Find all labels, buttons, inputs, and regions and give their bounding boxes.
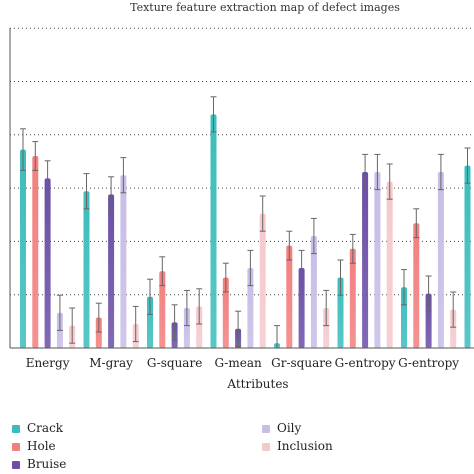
bar-crack-6 [401, 269, 407, 348]
bar-rect [437, 172, 444, 348]
bar-inclusion-0 [69, 307, 76, 348]
bar-rect [247, 268, 254, 348]
x-tick-label: G-entropy [335, 356, 396, 370]
bar-crack-4 [274, 325, 280, 349]
bar-inclusion-2 [196, 288, 203, 348]
bar-rect [95, 317, 102, 348]
x-tick-label: G-square [147, 356, 202, 370]
bar-inclusion-4 [323, 289, 330, 348]
bar-oily-6 [437, 153, 444, 348]
bar-rect [83, 191, 90, 348]
bar-rect [259, 213, 266, 348]
x-tick-label: G-mean [214, 356, 261, 370]
bar-rect [425, 293, 432, 348]
bar-rect [298, 268, 305, 348]
bar-rect [196, 306, 203, 348]
legend-label: Oily [277, 421, 302, 435]
bar-inclusion-1 [132, 305, 139, 348]
bar-crack-2 [147, 278, 153, 348]
bar-bruise-4 [298, 249, 305, 348]
legend-label: Inclusion [277, 439, 333, 453]
bar-rect [386, 181, 393, 348]
legend-item-oily: Oily [262, 421, 302, 435]
legend-item-crack: Crack [12, 421, 64, 435]
bar-crack-3 [210, 96, 217, 349]
bar-inclusion-5 [386, 163, 393, 348]
bar-oily-2 [183, 289, 190, 348]
bar-bruise-1 [108, 176, 115, 348]
legend-swatch [262, 425, 270, 433]
bar-rect [210, 114, 217, 349]
bar-rect [323, 308, 330, 348]
x-axis-label: Attributes [226, 377, 288, 391]
legend: Crack Hole Bruise Oily Inclusion [12, 421, 333, 471]
bar-rect [147, 296, 153, 348]
chart-title: Texture feature extraction map of defect… [130, 1, 400, 14]
bar-oily-3 [247, 249, 254, 348]
legend-swatch [12, 461, 20, 469]
bar-bruise-3 [235, 310, 242, 348]
bar-oily-5 [374, 153, 381, 348]
bar-rect [413, 223, 420, 348]
bar-rect [374, 172, 381, 348]
bar-hole-1 [95, 302, 102, 348]
bar-crack-5 [337, 259, 344, 348]
x-tick-label: Gr-square [271, 356, 332, 370]
legend-label: Crack [27, 421, 64, 435]
legend-item-hole: Hole [12, 439, 56, 453]
x-tick-label: G-entropy [398, 356, 459, 370]
x-tick-label: Energy [26, 356, 70, 370]
bar-rect [44, 178, 51, 348]
bar-rect [108, 194, 115, 348]
bar-rect [120, 175, 127, 348]
bar-inclusion-6 [450, 291, 457, 348]
legend-swatch [12, 425, 20, 433]
bar-crack-1 [83, 173, 90, 348]
bar-rect [20, 149, 26, 348]
bar-rect [286, 245, 293, 348]
legend-label: Hole [27, 439, 56, 453]
bar-rect [349, 248, 356, 348]
legend-item-inclusion: Inclusion [262, 439, 333, 453]
bar-hole-6 [413, 208, 420, 348]
legend-label: Bruise [27, 457, 66, 471]
bar-bruise-2 [171, 304, 178, 348]
bar-rect [362, 172, 369, 348]
bar-rect [310, 236, 317, 348]
bar-rect [450, 309, 457, 348]
x-tick-labels: Energy M-gray G-square G-mean Gr-square G-ent… [26, 356, 460, 370]
bar-inclusion-3 [259, 195, 266, 348]
bar-rect [32, 156, 39, 348]
bar-oily-4 [310, 217, 317, 348]
bar-bruise-5 [362, 153, 369, 348]
bar-rect [183, 308, 190, 348]
bar-hole-5 [349, 233, 356, 348]
bar-rect [222, 277, 229, 348]
bar-hole-3 [222, 262, 229, 348]
bar-rect [464, 165, 471, 348]
x-tick-label: M-gray [89, 356, 133, 370]
bar-series-group [20, 96, 471, 349]
legend-swatch [12, 443, 20, 451]
grid-lines [10, 27, 474, 296]
bar-hole-2 [159, 256, 166, 348]
bar-oily-1 [120, 157, 127, 348]
bar-crack-7 [464, 147, 471, 348]
bar-hole-0 [32, 141, 39, 348]
bar-rect [401, 287, 407, 348]
bar-hole-4 [286, 230, 293, 348]
legend-swatch [262, 443, 270, 451]
legend-item-bruise: Bruise [12, 457, 66, 471]
bar-bruise-0 [44, 160, 51, 348]
bar-rect [159, 271, 166, 348]
bar-oily-0 [56, 294, 63, 348]
bar-bruise-6 [425, 275, 432, 348]
bar-crack-0 [20, 128, 26, 348]
